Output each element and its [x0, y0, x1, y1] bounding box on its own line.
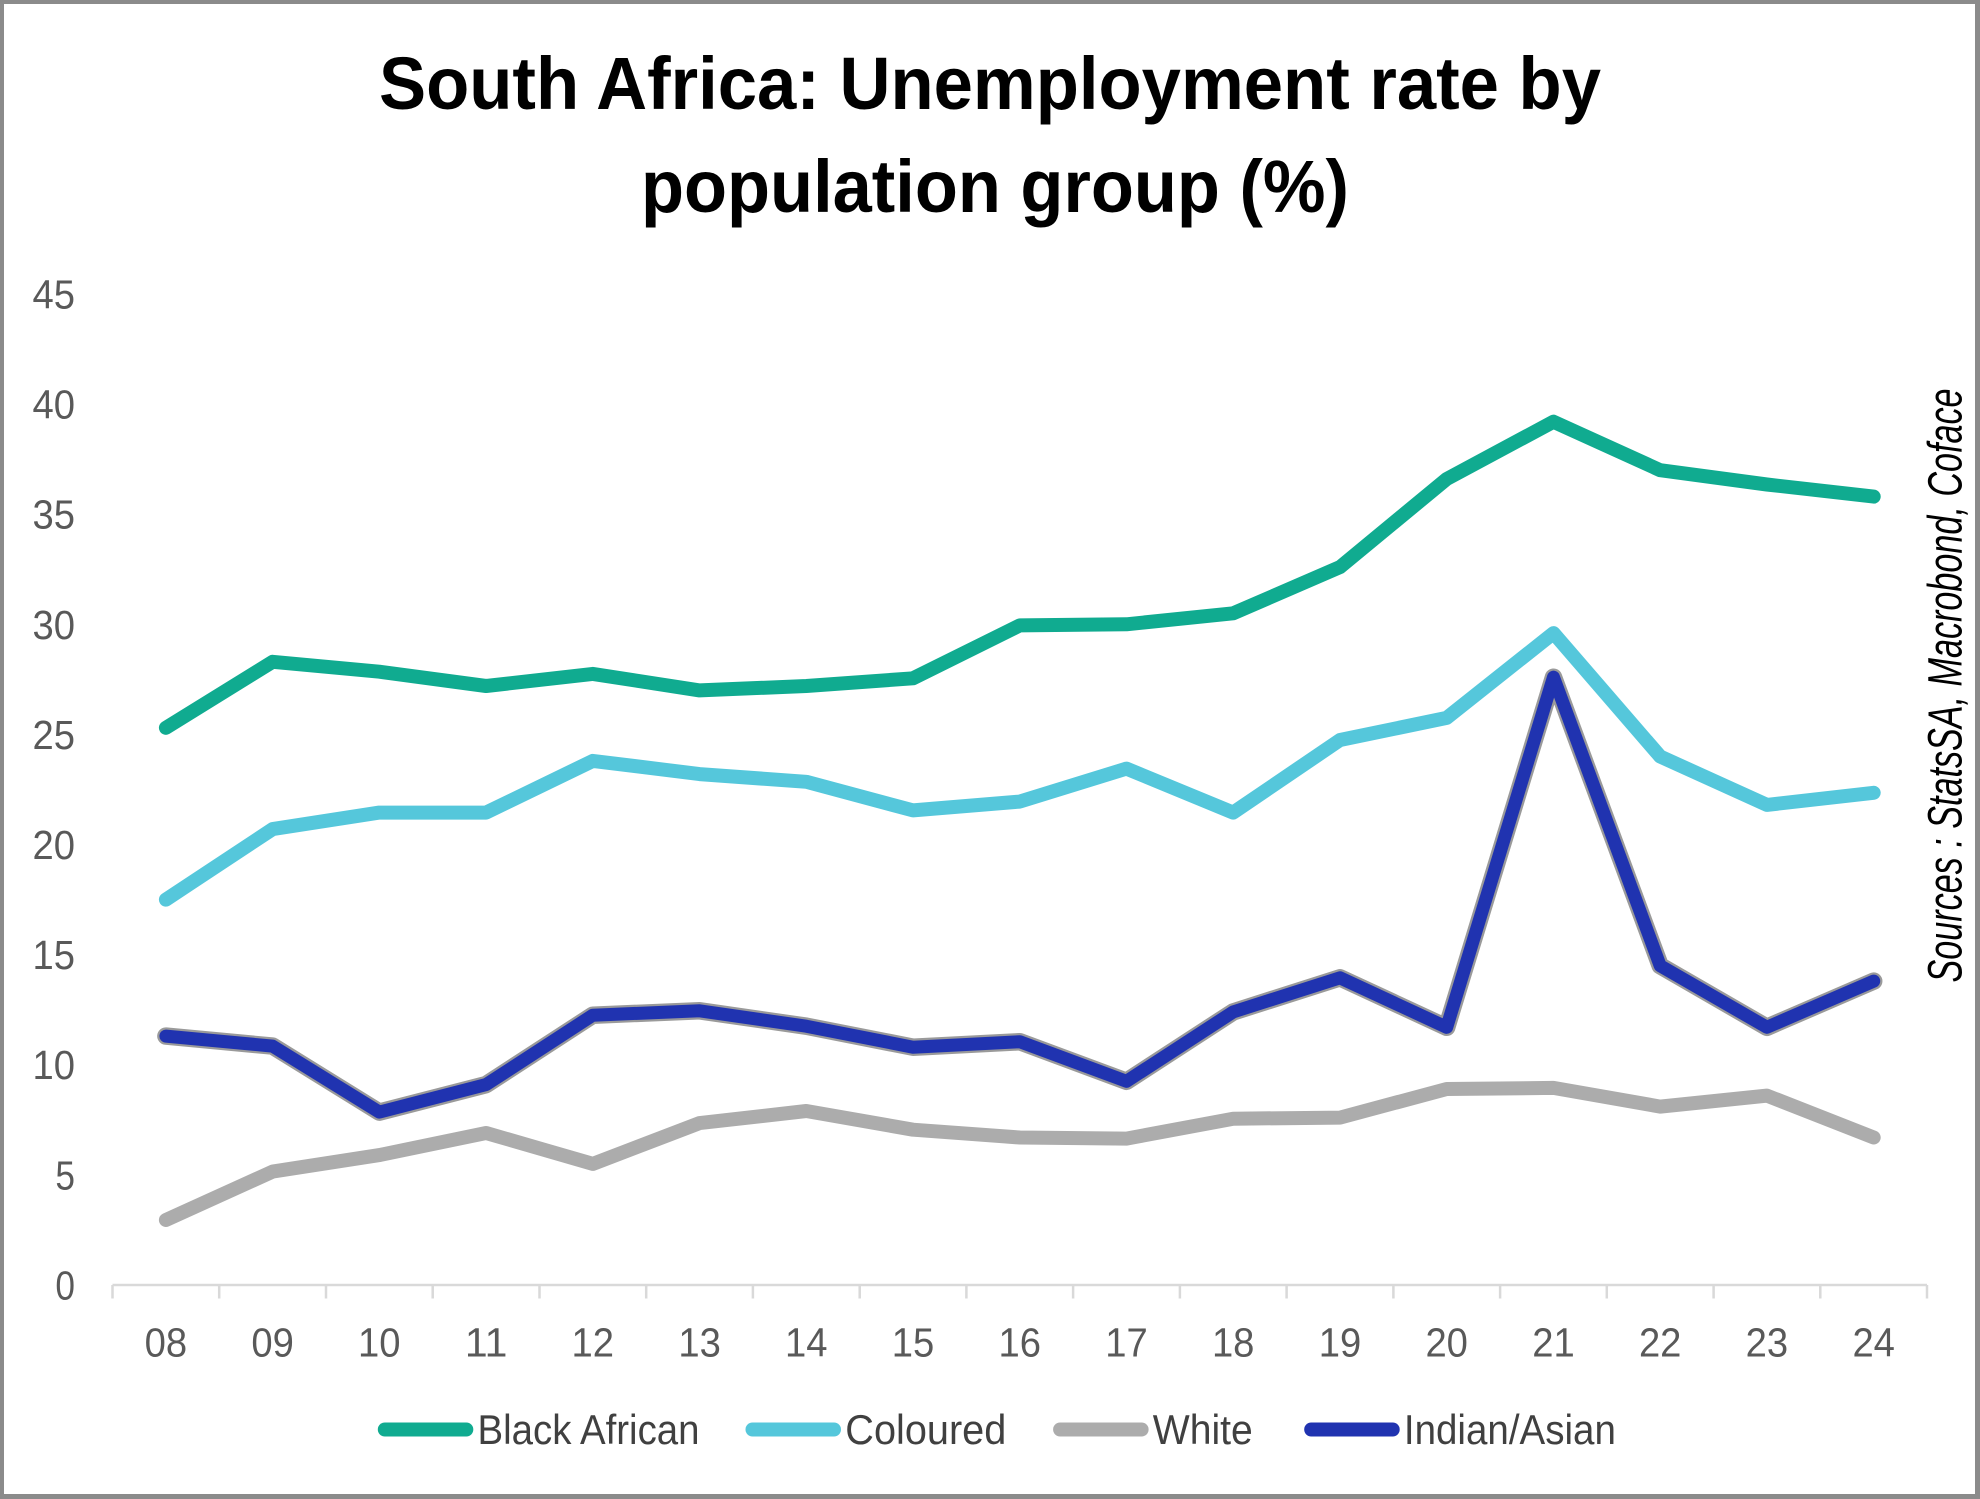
svg-text:10: 10: [33, 1042, 76, 1088]
svg-text:17: 17: [1105, 1319, 1148, 1365]
svg-text:40: 40: [33, 382, 76, 428]
svg-text:12: 12: [572, 1319, 615, 1365]
svg-text:Black African: Black African: [478, 1406, 700, 1453]
svg-text:South Africa: Unemployment rat: South Africa: Unemployment rate by: [379, 42, 1601, 125]
svg-text:15: 15: [892, 1319, 935, 1365]
svg-text:08: 08: [145, 1319, 188, 1365]
svg-text:Coloured: Coloured: [845, 1406, 1006, 1453]
svg-text:15: 15: [33, 932, 76, 978]
svg-text:Sources : StatsSA, Macrobond,: Sources : StatsSA, Macrobond, Coface: [1920, 389, 1973, 983]
svg-text:22: 22: [1639, 1319, 1682, 1365]
svg-text:09: 09: [251, 1319, 294, 1365]
svg-text:16: 16: [999, 1319, 1042, 1365]
svg-text:19: 19: [1319, 1319, 1362, 1365]
svg-text:0: 0: [55, 1262, 75, 1308]
svg-text:White: White: [1153, 1406, 1253, 1453]
svg-text:30: 30: [33, 602, 76, 648]
svg-text:25: 25: [33, 712, 76, 758]
svg-text:11: 11: [465, 1319, 508, 1365]
svg-text:population group (%): population group (%): [641, 145, 1349, 228]
svg-text:23: 23: [1746, 1319, 1789, 1365]
svg-text:5: 5: [55, 1152, 75, 1198]
svg-text:45: 45: [33, 272, 76, 318]
svg-text:18: 18: [1212, 1319, 1255, 1365]
svg-text:20: 20: [1425, 1319, 1468, 1365]
svg-text:35: 35: [33, 492, 76, 538]
svg-text:10: 10: [358, 1319, 401, 1365]
svg-text:Indian/Asian: Indian/Asian: [1404, 1406, 1616, 1453]
svg-text:13: 13: [678, 1319, 721, 1365]
svg-text:20: 20: [33, 822, 76, 868]
svg-text:21: 21: [1532, 1319, 1575, 1365]
svg-text:24: 24: [1852, 1319, 1895, 1365]
svg-text:14: 14: [785, 1319, 828, 1365]
